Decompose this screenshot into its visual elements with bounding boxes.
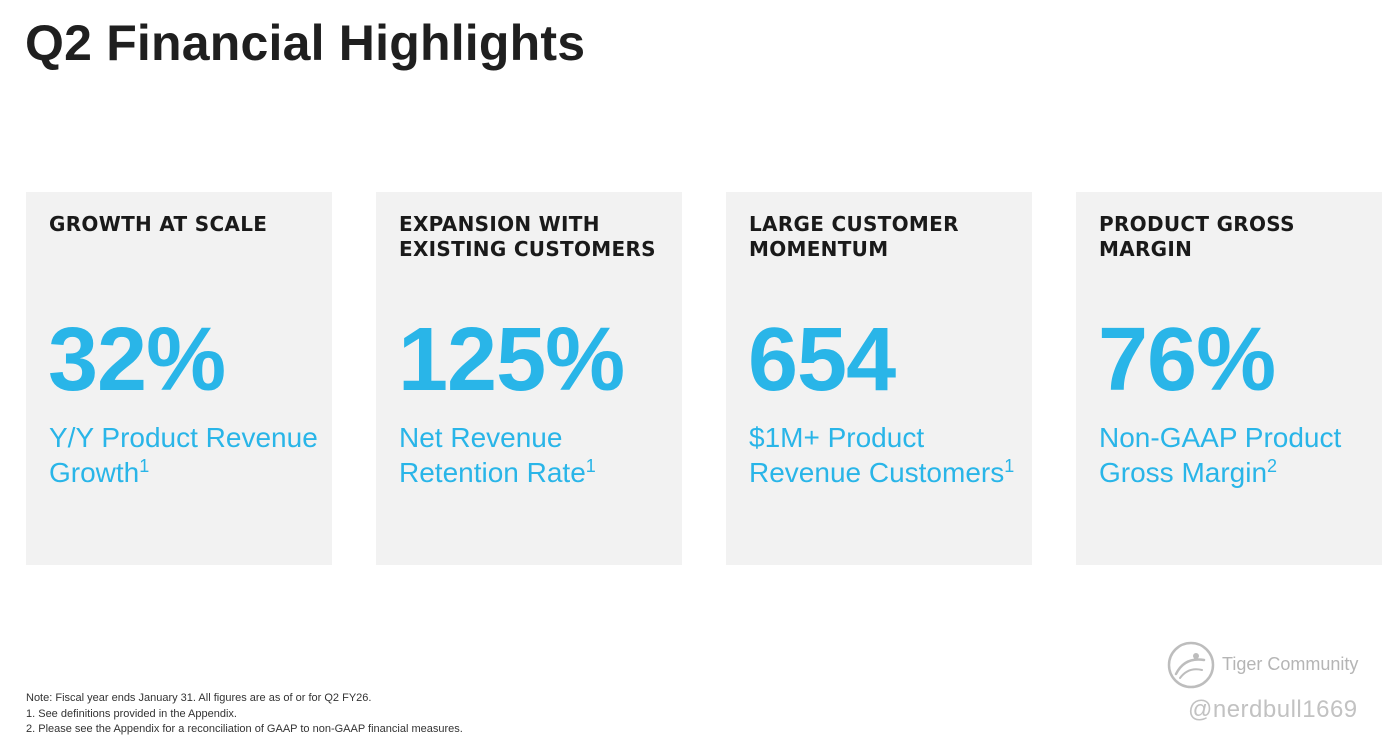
card-heading: LARGE CUSTOMER MOMENTUM	[749, 212, 959, 261]
watermark-brand: Tiger Community	[1222, 654, 1359, 674]
footnote-marker: 1	[585, 456, 596, 476]
footnotes: Note: Fiscal year ends January 31. All f…	[26, 691, 463, 738]
tiger-community-logo-icon	[1167, 641, 1215, 689]
note-reconciliation: 2. Please see the Appendix for a reconci…	[26, 723, 463, 735]
watermark-handle: @nerdbull1669	[1188, 696, 1358, 723]
card-description-text: Y/Y Product Revenue Growth	[49, 422, 318, 488]
card-value: 654	[748, 310, 896, 410]
note-fiscal-year: Note: Fiscal year ends January 31. All f…	[26, 692, 372, 704]
footnote-marker: 1	[139, 456, 150, 476]
page-title: Q2 Financial Highlights	[25, 15, 586, 71]
card-growth-at-scale: GROWTH AT SCALE 32% Y/Y Product Revenue …	[26, 192, 332, 565]
note-definitions: 1. See definitions provided in the Appen…	[26, 707, 237, 720]
card-description-text: $1M+ Product Revenue Customers	[749, 422, 1005, 488]
card-value: 125%	[398, 310, 625, 410]
highlights-cards: GROWTH AT SCALE 32% Y/Y Product Revenue …	[26, 192, 1382, 565]
watermark: Tiger Community @nerdbull1669	[1166, 638, 1376, 728]
card-value: 76%	[1098, 310, 1276, 410]
card-description: Y/Y Product Revenue Growth1	[49, 420, 339, 490]
card-large-customer-momentum: LARGE CUSTOMER MOMENTUM 654 $1M+ Product…	[726, 192, 1032, 565]
footnote-marker: 1	[1004, 456, 1015, 476]
card-heading: PRODUCT GROSS MARGIN	[1099, 212, 1295, 261]
card-description: Non-GAAP Product Gross Margin2	[1099, 420, 1389, 490]
card-expansion-existing-customers: EXPANSION WITH EXISTING CUSTOMERS 125% N…	[376, 192, 682, 565]
card-value: 32%	[48, 310, 226, 410]
card-heading: GROWTH AT SCALE	[49, 212, 268, 236]
card-product-gross-margin: PRODUCT GROSS MARGIN 76% Non-GAAP Produc…	[1076, 192, 1382, 565]
card-heading: EXPANSION WITH EXISTING CUSTOMERS	[399, 212, 656, 261]
card-description: $1M+ Product Revenue Customers1	[749, 420, 1039, 490]
footnote-marker: 2	[1267, 456, 1278, 476]
card-description: Net Revenue Retention Rate1	[399, 420, 689, 490]
card-description-text: Non-GAAP Product Gross Margin	[1099, 422, 1342, 488]
card-description-text: Net Revenue Retention Rate	[399, 422, 586, 488]
